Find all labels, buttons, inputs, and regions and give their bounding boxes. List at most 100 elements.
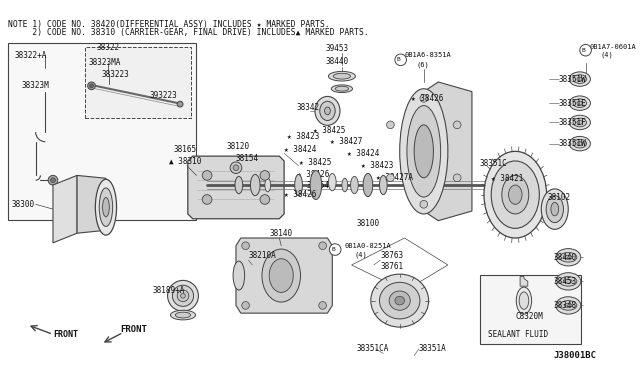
Ellipse shape — [172, 285, 193, 307]
Ellipse shape — [395, 296, 404, 305]
Text: ★ 38427A: ★ 38427A — [376, 173, 413, 182]
Text: J38001BC: J38001BC — [554, 351, 597, 360]
Ellipse shape — [371, 274, 429, 327]
Text: 38351E: 38351E — [559, 99, 586, 108]
Polygon shape — [77, 176, 106, 233]
Ellipse shape — [380, 282, 420, 319]
Circle shape — [48, 176, 58, 185]
Ellipse shape — [509, 185, 522, 204]
Circle shape — [230, 162, 242, 173]
Circle shape — [51, 178, 56, 183]
Ellipse shape — [335, 86, 349, 91]
Text: 38453: 38453 — [554, 277, 577, 286]
Text: ★ 38427: ★ 38427 — [330, 137, 363, 146]
Circle shape — [453, 121, 461, 129]
Text: 38154: 38154 — [307, 182, 330, 190]
Text: 38342: 38342 — [297, 103, 320, 112]
Ellipse shape — [269, 259, 293, 292]
Circle shape — [420, 94, 428, 102]
Ellipse shape — [516, 287, 532, 314]
Text: 38210A: 38210A — [248, 251, 276, 260]
Text: 38102: 38102 — [547, 193, 570, 202]
Ellipse shape — [556, 248, 580, 266]
Ellipse shape — [569, 115, 591, 130]
Text: ★ 38423: ★ 38423 — [361, 161, 394, 170]
Ellipse shape — [170, 310, 195, 320]
Text: C8320M: C8320M — [515, 312, 543, 321]
Circle shape — [319, 242, 326, 250]
Text: 0B1A7-0601A: 0B1A7-0601A — [589, 44, 636, 50]
Ellipse shape — [559, 301, 577, 310]
Text: ★ 38425: ★ 38425 — [299, 158, 331, 167]
Bar — [84, 47, 191, 118]
Ellipse shape — [380, 176, 387, 195]
Circle shape — [242, 302, 250, 309]
Circle shape — [330, 244, 341, 255]
Ellipse shape — [577, 142, 582, 145]
Ellipse shape — [569, 137, 591, 151]
Text: ★ 38426: ★ 38426 — [284, 190, 317, 199]
Ellipse shape — [573, 75, 586, 83]
Ellipse shape — [556, 297, 580, 314]
Ellipse shape — [262, 249, 301, 302]
Text: 38348: 38348 — [554, 301, 577, 310]
Text: 393223: 393223 — [149, 91, 177, 100]
Ellipse shape — [102, 198, 109, 217]
Circle shape — [260, 171, 269, 180]
Text: (4): (4) — [601, 52, 614, 58]
Text: 39453: 39453 — [326, 44, 349, 53]
Circle shape — [202, 195, 212, 204]
Text: B: B — [582, 48, 586, 53]
Ellipse shape — [95, 179, 116, 235]
Ellipse shape — [559, 253, 577, 262]
Text: 38322: 38322 — [96, 43, 120, 52]
Circle shape — [90, 84, 93, 88]
Text: 38440: 38440 — [326, 57, 349, 66]
Ellipse shape — [320, 101, 335, 121]
Ellipse shape — [310, 171, 322, 199]
Text: 38323MA: 38323MA — [88, 58, 121, 67]
Text: SEALANT FLUID: SEALANT FLUID — [488, 330, 548, 339]
Ellipse shape — [484, 151, 547, 238]
Ellipse shape — [546, 196, 563, 222]
Text: 38351W: 38351W — [559, 75, 586, 84]
Circle shape — [387, 121, 394, 129]
Text: (4): (4) — [355, 251, 367, 258]
Text: B: B — [397, 57, 401, 62]
Ellipse shape — [324, 107, 330, 115]
Ellipse shape — [564, 279, 572, 283]
Ellipse shape — [551, 202, 559, 216]
Ellipse shape — [389, 291, 410, 310]
Ellipse shape — [564, 304, 572, 307]
Ellipse shape — [328, 71, 355, 81]
Circle shape — [420, 201, 428, 208]
Ellipse shape — [400, 89, 448, 214]
Polygon shape — [236, 238, 332, 313]
Text: B: B — [332, 247, 335, 252]
Text: 38322+A: 38322+A — [15, 51, 47, 60]
Text: ★ 38421: ★ 38421 — [492, 174, 524, 183]
Ellipse shape — [414, 125, 433, 178]
Ellipse shape — [333, 73, 351, 79]
Ellipse shape — [328, 173, 336, 191]
Polygon shape — [53, 176, 77, 243]
Circle shape — [177, 101, 183, 107]
Ellipse shape — [569, 72, 591, 86]
Text: ★ 38426: ★ 38426 — [412, 94, 444, 103]
Ellipse shape — [564, 255, 572, 259]
Polygon shape — [188, 156, 284, 219]
Text: ★ 38423: ★ 38423 — [287, 132, 319, 141]
Text: 38189+A: 38189+A — [152, 286, 184, 295]
Ellipse shape — [235, 176, 243, 194]
Text: 38351C: 38351C — [479, 159, 508, 169]
Ellipse shape — [541, 189, 568, 230]
Ellipse shape — [250, 174, 260, 196]
Text: 38165: 38165 — [173, 145, 196, 154]
Circle shape — [88, 82, 95, 90]
Ellipse shape — [233, 261, 244, 290]
Text: FRONT: FRONT — [53, 330, 78, 339]
Circle shape — [580, 44, 591, 56]
Text: ★ 38424: ★ 38424 — [284, 145, 317, 154]
Text: 0B1A0-8251A: 0B1A0-8251A — [345, 243, 392, 249]
Circle shape — [453, 174, 461, 182]
